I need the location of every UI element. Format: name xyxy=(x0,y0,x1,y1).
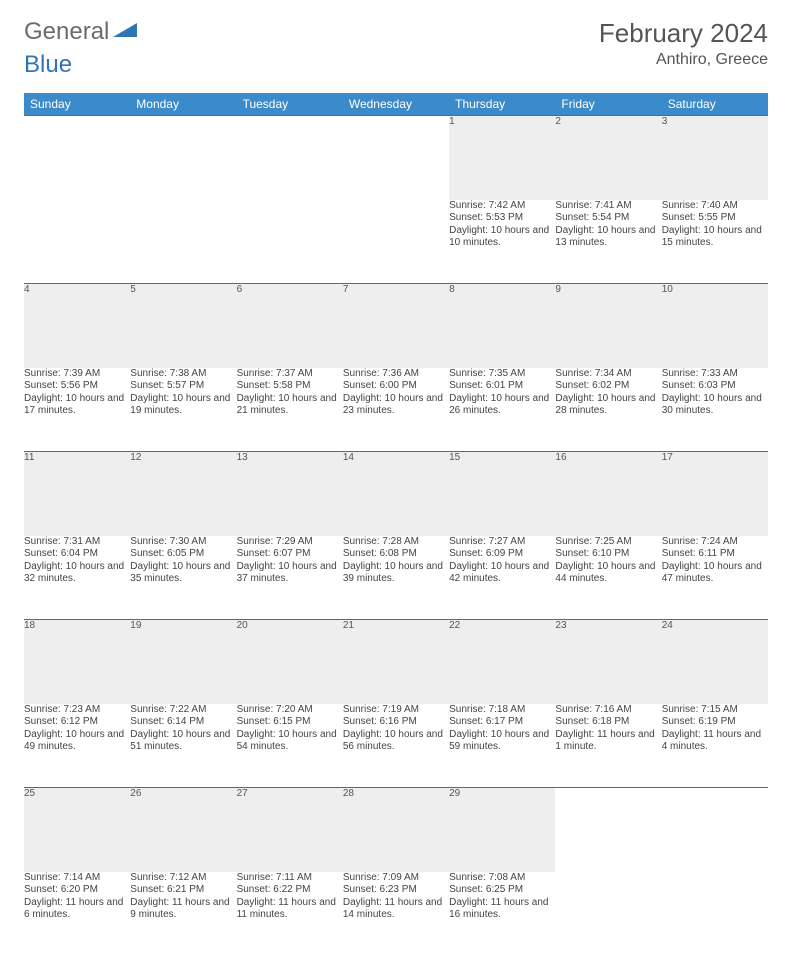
day-header: Monday xyxy=(130,93,236,116)
week-content-row: Sunrise: 7:14 AM Sunset: 6:20 PM Dayligh… xyxy=(24,872,768,956)
day-header: Wednesday xyxy=(343,93,449,116)
day-number: 1 xyxy=(449,116,555,200)
day-cell: Sunrise: 7:36 AM Sunset: 6:00 PM Dayligh… xyxy=(343,368,449,452)
day-number: 26 xyxy=(130,788,236,872)
day-cell: Sunrise: 7:22 AM Sunset: 6:14 PM Dayligh… xyxy=(130,704,236,788)
day-cell: Sunrise: 7:14 AM Sunset: 6:20 PM Dayligh… xyxy=(24,872,130,956)
day-number: 13 xyxy=(237,452,343,536)
week-content-row: Sunrise: 7:23 AM Sunset: 6:12 PM Dayligh… xyxy=(24,704,768,788)
day-cell: Sunrise: 7:19 AM Sunset: 6:16 PM Dayligh… xyxy=(343,704,449,788)
day-cell xyxy=(130,200,236,284)
day-number: 29 xyxy=(449,788,555,872)
day-cell: Sunrise: 7:16 AM Sunset: 6:18 PM Dayligh… xyxy=(555,704,661,788)
day-cell: Sunrise: 7:31 AM Sunset: 6:04 PM Dayligh… xyxy=(24,536,130,620)
day-cell: Sunrise: 7:27 AM Sunset: 6:09 PM Dayligh… xyxy=(449,536,555,620)
week-daynum-row: 2526272829 xyxy=(24,788,768,872)
day-number: 4 xyxy=(24,284,130,368)
week-daynum-row: 11121314151617 xyxy=(24,452,768,536)
day-number: 21 xyxy=(343,620,449,704)
day-number: 14 xyxy=(343,452,449,536)
day-cell xyxy=(662,872,768,956)
day-number: 11 xyxy=(24,452,130,536)
day-number: 15 xyxy=(449,452,555,536)
week-content-row: Sunrise: 7:42 AM Sunset: 5:53 PM Dayligh… xyxy=(24,200,768,284)
day-cell: Sunrise: 7:08 AM Sunset: 6:25 PM Dayligh… xyxy=(449,872,555,956)
day-cell: Sunrise: 7:39 AM Sunset: 5:56 PM Dayligh… xyxy=(24,368,130,452)
day-cell: Sunrise: 7:12 AM Sunset: 6:21 PM Dayligh… xyxy=(130,872,236,956)
day-number: 2 xyxy=(555,116,661,200)
day-cell: Sunrise: 7:37 AM Sunset: 5:58 PM Dayligh… xyxy=(237,368,343,452)
day-header: Friday xyxy=(555,93,661,116)
day-cell xyxy=(343,200,449,284)
day-number xyxy=(662,788,768,872)
day-cell: Sunrise: 7:33 AM Sunset: 6:03 PM Dayligh… xyxy=(662,368,768,452)
day-number: 27 xyxy=(237,788,343,872)
day-cell xyxy=(555,872,661,956)
day-number: 8 xyxy=(449,284,555,368)
logo-triangle-icon xyxy=(113,18,141,46)
day-cell: Sunrise: 7:09 AM Sunset: 6:23 PM Dayligh… xyxy=(343,872,449,956)
day-cell: Sunrise: 7:25 AM Sunset: 6:10 PM Dayligh… xyxy=(555,536,661,620)
day-cell: Sunrise: 7:30 AM Sunset: 6:05 PM Dayligh… xyxy=(130,536,236,620)
day-cell: Sunrise: 7:18 AM Sunset: 6:17 PM Dayligh… xyxy=(449,704,555,788)
day-number: 17 xyxy=(662,452,768,536)
day-number: 20 xyxy=(237,620,343,704)
day-cell xyxy=(24,200,130,284)
day-number xyxy=(343,116,449,200)
day-number: 24 xyxy=(662,620,768,704)
day-number xyxy=(24,116,130,200)
day-cell: Sunrise: 7:41 AM Sunset: 5:54 PM Dayligh… xyxy=(555,200,661,284)
day-number: 16 xyxy=(555,452,661,536)
calendar-table: Sunday Monday Tuesday Wednesday Thursday… xyxy=(24,93,768,956)
day-number: 6 xyxy=(237,284,343,368)
day-number: 23 xyxy=(555,620,661,704)
day-number: 9 xyxy=(555,284,661,368)
day-number xyxy=(555,788,661,872)
day-number: 28 xyxy=(343,788,449,872)
day-number xyxy=(237,116,343,200)
day-header: Tuesday xyxy=(237,93,343,116)
day-cell: Sunrise: 7:38 AM Sunset: 5:57 PM Dayligh… xyxy=(130,368,236,452)
week-daynum-row: 18192021222324 xyxy=(24,620,768,704)
day-cell: Sunrise: 7:20 AM Sunset: 6:15 PM Dayligh… xyxy=(237,704,343,788)
day-number: 12 xyxy=(130,452,236,536)
day-number: 10 xyxy=(662,284,768,368)
day-number: 7 xyxy=(343,284,449,368)
day-number: 22 xyxy=(449,620,555,704)
day-header-row: Sunday Monday Tuesday Wednesday Thursday… xyxy=(24,93,768,116)
day-header: Thursday xyxy=(449,93,555,116)
day-cell: Sunrise: 7:42 AM Sunset: 5:53 PM Dayligh… xyxy=(449,200,555,284)
week-content-row: Sunrise: 7:31 AM Sunset: 6:04 PM Dayligh… xyxy=(24,536,768,620)
day-cell: Sunrise: 7:35 AM Sunset: 6:01 PM Dayligh… xyxy=(449,368,555,452)
day-cell: Sunrise: 7:24 AM Sunset: 6:11 PM Dayligh… xyxy=(662,536,768,620)
day-cell: Sunrise: 7:23 AM Sunset: 6:12 PM Dayligh… xyxy=(24,704,130,788)
title-block: February 2024 Anthiro, Greece xyxy=(599,18,768,69)
day-cell: Sunrise: 7:15 AM Sunset: 6:19 PM Dayligh… xyxy=(662,704,768,788)
logo: General xyxy=(24,18,141,46)
day-number: 25 xyxy=(24,788,130,872)
week-daynum-row: 45678910 xyxy=(24,284,768,368)
day-header: Saturday xyxy=(662,93,768,116)
day-cell: Sunrise: 7:28 AM Sunset: 6:08 PM Dayligh… xyxy=(343,536,449,620)
day-cell: Sunrise: 7:34 AM Sunset: 6:02 PM Dayligh… xyxy=(555,368,661,452)
week-content-row: Sunrise: 7:39 AM Sunset: 5:56 PM Dayligh… xyxy=(24,368,768,452)
location: Anthiro, Greece xyxy=(599,51,768,69)
day-number: 3 xyxy=(662,116,768,200)
day-cell: Sunrise: 7:29 AM Sunset: 6:07 PM Dayligh… xyxy=(237,536,343,620)
week-daynum-row: 123 xyxy=(24,116,768,200)
day-number: 18 xyxy=(24,620,130,704)
day-cell: Sunrise: 7:40 AM Sunset: 5:55 PM Dayligh… xyxy=(662,200,768,284)
day-cell: Sunrise: 7:11 AM Sunset: 6:22 PM Dayligh… xyxy=(237,872,343,956)
month-title: February 2024 xyxy=(599,18,768,49)
logo-text-general: General xyxy=(24,18,109,46)
day-cell xyxy=(237,200,343,284)
day-header: Sunday xyxy=(24,93,130,116)
day-number: 19 xyxy=(130,620,236,704)
day-number: 5 xyxy=(130,284,236,368)
day-number xyxy=(130,116,236,200)
